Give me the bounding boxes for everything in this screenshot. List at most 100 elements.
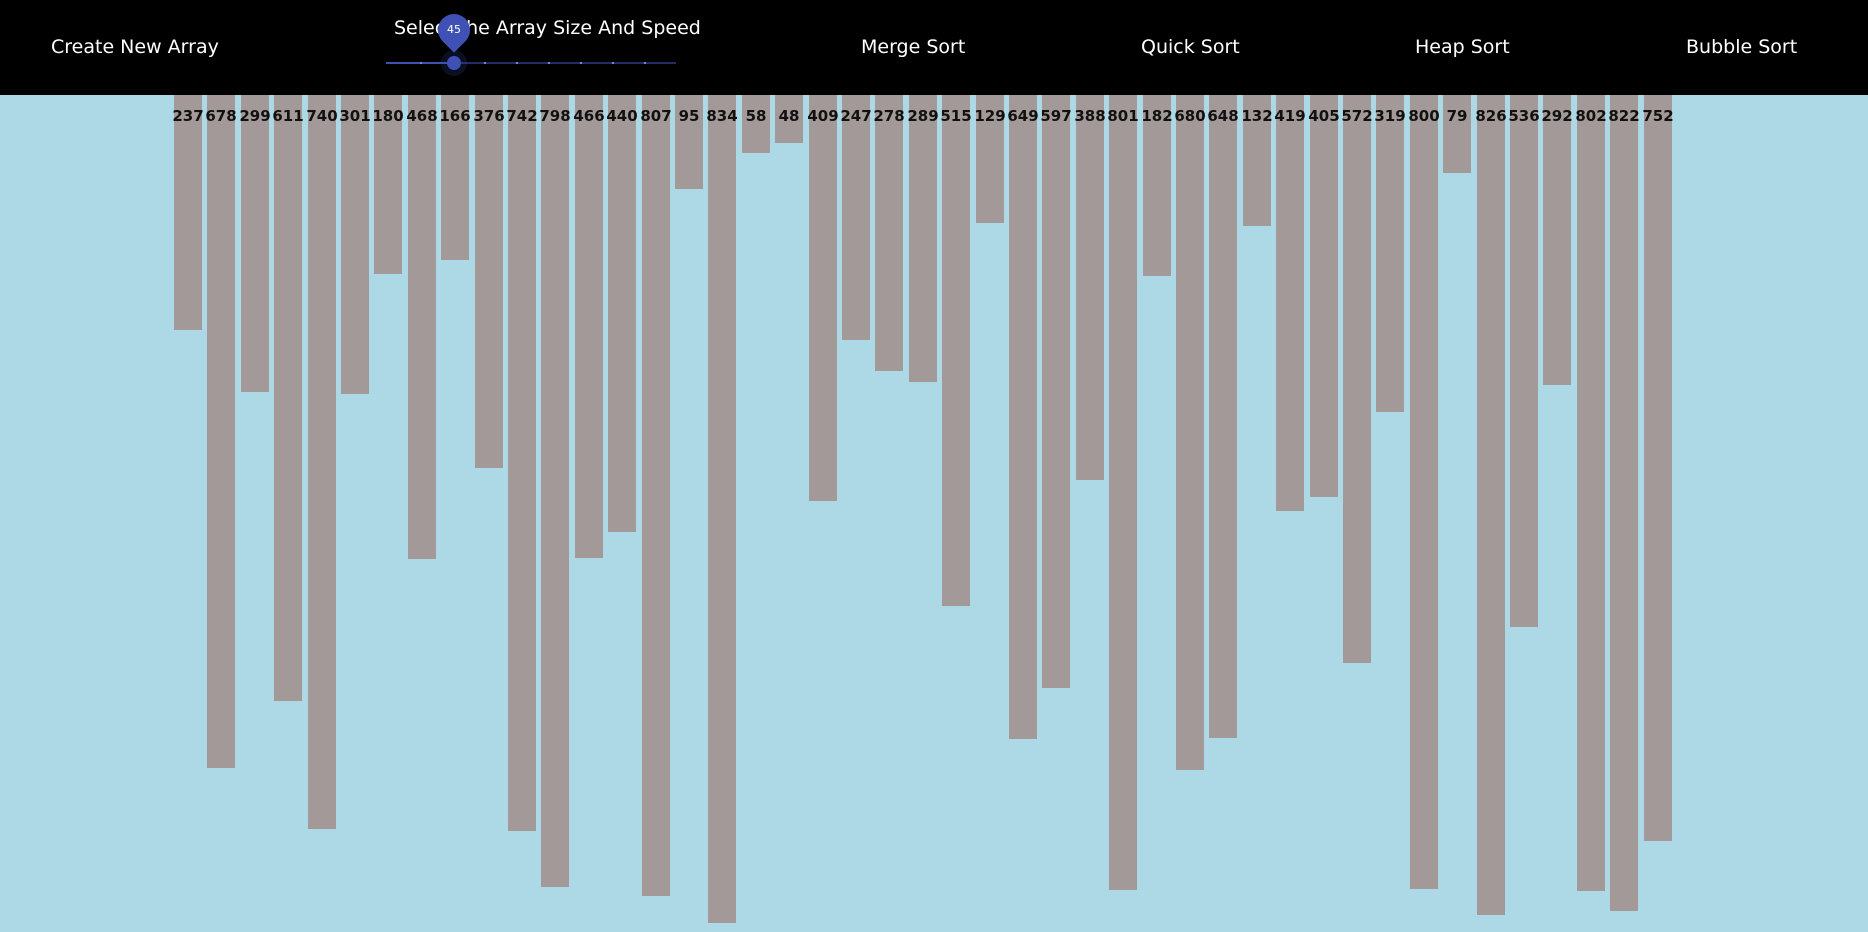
- array-bar: 834: [706, 95, 738, 923]
- bar-value-label: 129: [974, 107, 1006, 125]
- bar-value-label: 48: [778, 107, 800, 125]
- bar-value-label: 801: [1107, 107, 1139, 125]
- array-bar: 680: [1174, 95, 1206, 770]
- array-bar: 801: [1107, 95, 1139, 890]
- bar-value-label: 79: [1446, 107, 1468, 125]
- bar-value-label: 409: [807, 107, 839, 125]
- array-bar: 48: [775, 95, 803, 143]
- array-bar: 611: [272, 95, 304, 701]
- array-bar: 319: [1374, 95, 1406, 412]
- array-bar: 826: [1475, 95, 1507, 915]
- bar-value-label: 289: [907, 107, 939, 125]
- bar-value-label: 376: [473, 107, 505, 125]
- array-bar: 301: [339, 95, 371, 394]
- slider-tick: [420, 62, 422, 64]
- array-bar: 515: [940, 95, 972, 606]
- bar-value-label: 440: [606, 107, 638, 125]
- array-bar: 800: [1408, 95, 1440, 889]
- bar-value-label: 834: [706, 107, 738, 125]
- array-bar: 180: [372, 95, 404, 274]
- array-size-speed-slider[interactable]: Select the Array Size And Speed 45: [386, 0, 701, 95]
- array-bar: 292: [1541, 95, 1573, 385]
- quick-sort-button[interactable]: Quick Sort: [1141, 36, 1240, 58]
- navbar: Create New Array Select the Array Size A…: [0, 0, 1868, 95]
- slider-tick: [484, 62, 486, 64]
- merge-sort-button[interactable]: Merge Sort: [861, 36, 966, 58]
- bar-value-label: 247: [840, 107, 872, 125]
- array-bar: 95: [675, 95, 703, 189]
- bar-value-label: 826: [1475, 107, 1507, 125]
- array-bar: 597: [1040, 95, 1072, 688]
- bar-value-label: 800: [1408, 107, 1440, 125]
- array-bar: 79: [1443, 95, 1471, 173]
- bar-value-label: 278: [873, 107, 905, 125]
- bar-value-label: 678: [205, 107, 237, 125]
- bar-value-label: 648: [1207, 107, 1239, 125]
- array-bar: 58: [742, 95, 770, 153]
- bar-value-label: 680: [1174, 107, 1206, 125]
- slider-tick: [516, 62, 518, 64]
- array-bar: 466: [573, 95, 605, 558]
- bar-value-label: 58: [745, 107, 767, 125]
- array-bar: 132: [1241, 95, 1273, 226]
- slider-tick: [644, 62, 646, 64]
- slider-tick: [580, 62, 582, 64]
- bar-value-label: 388: [1074, 107, 1106, 125]
- array-bar: 388: [1074, 95, 1106, 480]
- bar-value-label: 597: [1040, 107, 1072, 125]
- bar-value-label: 515: [940, 107, 972, 125]
- array-bar: 536: [1508, 95, 1540, 627]
- slider-thumb[interactable]: [447, 56, 461, 70]
- array-bar: 129: [974, 95, 1006, 223]
- slider-tick: [548, 62, 550, 64]
- array-bar: 798: [539, 95, 571, 887]
- array-bar: 678: [205, 95, 237, 768]
- bar-value-label: 405: [1308, 107, 1340, 125]
- bar-value-label: 166: [439, 107, 471, 125]
- array-bar: 409: [807, 95, 839, 501]
- slider-track[interactable]: [386, 62, 676, 64]
- bar-value-label: 301: [339, 107, 371, 125]
- bar-value-label: 798: [539, 107, 571, 125]
- array-bar: 247: [840, 95, 872, 340]
- array-bar: 649: [1007, 95, 1039, 739]
- slider-value-label: 45: [431, 7, 477, 53]
- bar-value-label: 466: [573, 107, 605, 125]
- bar-value-label: 649: [1007, 107, 1039, 125]
- array-bar: 405: [1308, 95, 1340, 497]
- heap-sort-button[interactable]: Heap Sort: [1415, 36, 1510, 58]
- array-bar: 807: [640, 95, 672, 896]
- create-new-array-button[interactable]: Create New Array: [51, 36, 219, 58]
- bar-value-label: 740: [306, 107, 338, 125]
- array-bar: 740: [306, 95, 338, 829]
- bar-value-label: 292: [1541, 107, 1573, 125]
- bar-value-label: 419: [1274, 107, 1306, 125]
- array-bar: 648: [1207, 95, 1239, 738]
- bar-value-label: 299: [239, 107, 271, 125]
- bubble-sort-button[interactable]: Bubble Sort: [1686, 36, 1798, 58]
- array-bar: 742: [506, 95, 538, 831]
- slider-tick: [612, 62, 614, 64]
- array-bar: 376: [473, 95, 505, 468]
- bar-value-label: 132: [1241, 107, 1273, 125]
- bar-value-label: 536: [1508, 107, 1540, 125]
- array-bars: 237 678 299 611 740 301 180 468 166 376 742 798 466 4…: [0, 95, 1868, 932]
- slider-title: Select the Array Size And Speed: [394, 17, 701, 39]
- bar-value-label: 182: [1141, 107, 1173, 125]
- array-bar: 182: [1141, 95, 1173, 276]
- bar-value-label: 319: [1374, 107, 1406, 125]
- bar-value-label: 611: [272, 107, 304, 125]
- bar-value-label: 822: [1608, 107, 1640, 125]
- array-bar: 802: [1575, 95, 1607, 891]
- bar-value-label: 237: [172, 107, 204, 125]
- array-bar: 278: [873, 95, 905, 371]
- bar-value-label: 95: [678, 107, 700, 125]
- array-bar: 237: [172, 95, 204, 330]
- bar-value-label: 468: [406, 107, 438, 125]
- bar-value-label: 572: [1341, 107, 1373, 125]
- array-bar: 299: [239, 95, 271, 392]
- bar-value-label: 802: [1575, 107, 1607, 125]
- array-bar: 468: [406, 95, 438, 559]
- slider-value: 45: [447, 23, 461, 36]
- array-bar: 166: [439, 95, 471, 260]
